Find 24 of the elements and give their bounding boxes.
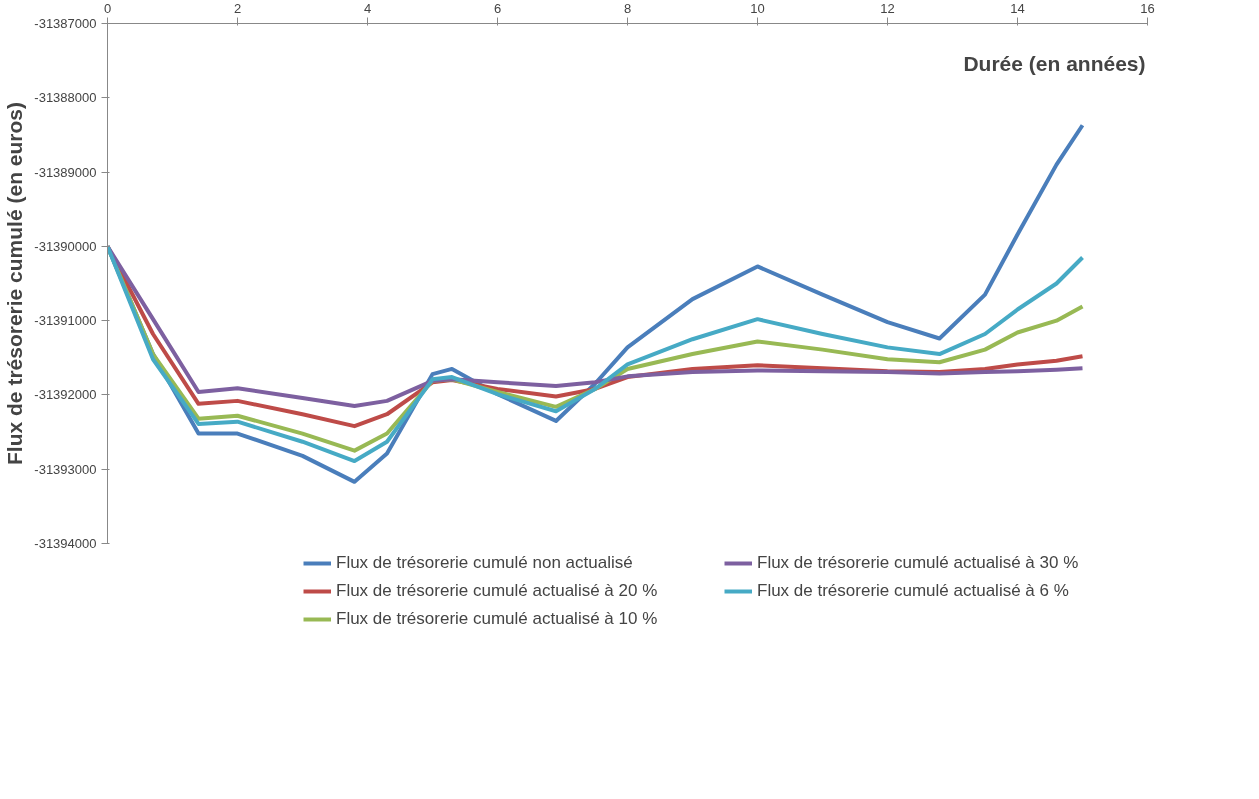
y-tick-label: -31387000 <box>34 16 97 31</box>
y-tick-label: -31390000 <box>34 238 97 254</box>
y-tick-label: -31389000 <box>34 164 97 180</box>
x-tick-label: 2 <box>233 0 242 16</box>
x-tick-label: 4 <box>363 0 372 16</box>
y-axis-title: Flux de trésorerie cumulé (en euros) <box>3 102 27 465</box>
y-tick-label: -31392000 <box>34 387 97 403</box>
y-tick-label: -31391000 <box>34 313 97 329</box>
x-tick-label: 8 <box>623 0 632 16</box>
y-tick-label: -31388000 <box>34 90 97 106</box>
legend-label: Flux de trésorerie cumulé non actualisé <box>336 553 634 573</box>
x-axis-title: Durée (en années) <box>963 52 1146 75</box>
x-tick-label: 12 <box>880 0 895 16</box>
y-tick-label: -31393000 <box>34 461 97 477</box>
x-tick-label: 10 <box>750 0 765 16</box>
x-tick-label: 14 <box>1010 0 1025 16</box>
legend-label: Flux de trésorerie cumulé actualisé à 30 % <box>757 553 1080 573</box>
legend-label: Flux de trésorerie cumulé actualisé à 20 % <box>336 581 659 601</box>
y-tick-label: -31394000 <box>34 536 97 551</box>
x-tick-label: 6 <box>493 0 502 16</box>
x-tick-label: 0 <box>103 0 112 16</box>
legend-label: Flux de trésorerie cumulé actualisé à 6 % <box>757 581 1070 601</box>
x-tick-label: 16 <box>1140 0 1155 16</box>
legend-label: Flux de trésorerie cumulé actualisé à 10 % <box>336 609 659 629</box>
